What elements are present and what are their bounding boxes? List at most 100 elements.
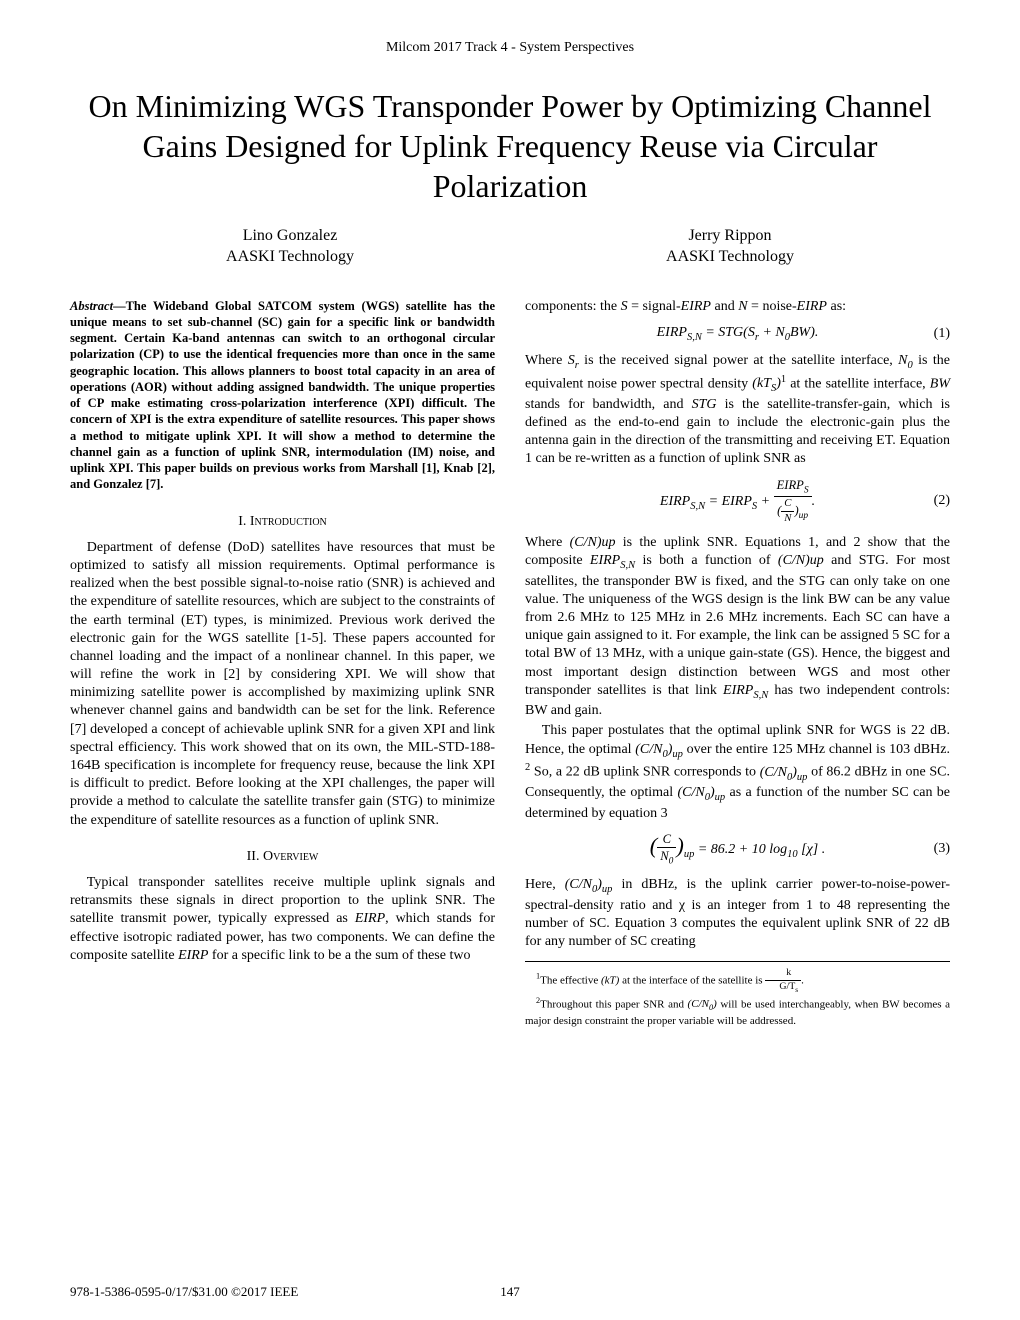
eq2-den-c: C (781, 497, 794, 512)
overview-p1: Typical transponder satellites receive m… (70, 874, 495, 965)
eq1-rhs-c: BW). (790, 325, 818, 340)
eq3-up: up (684, 849, 695, 860)
eq1-rhs-a: = STG(S (702, 325, 755, 340)
fn1-frac-num: k (765, 967, 801, 981)
var-eirp-3: EIRP (681, 299, 711, 314)
fn1-frac-s: s (795, 985, 798, 994)
eq1-sub: S,N (687, 332, 702, 343)
col2-p3: Where (C/N)up is the uplink SNR. Equatio… (525, 534, 950, 720)
var-cn0-1a: (C/N (635, 742, 662, 757)
var-cn-2: (C/N)up (778, 553, 824, 568)
right-column: components: the S = signal-EIRP and N = … (525, 298, 950, 1030)
var-eirp-6: EIRP (723, 683, 753, 698)
col2-p2-a: Where (525, 353, 568, 368)
fn1-frac-den: G/T (779, 981, 795, 992)
author-1-affil: AASKI Technology (226, 247, 354, 268)
eq1-lhs: EIRP (657, 325, 687, 340)
col2-p4: This paper postulates that the optimal u… (525, 722, 950, 822)
paper-title: On Minimizing WGS Transponder Power by O… (70, 86, 950, 206)
fn2-n0: 0 (709, 1004, 713, 1013)
col2-p1-c: and (711, 299, 738, 314)
abstract-text: —The Wideband Global SATCOM system (WGS)… (70, 299, 495, 492)
col2-p1-e: as: (827, 299, 846, 314)
var-eirp-4: EIRP (797, 299, 827, 314)
section-2-heading: II. Overview (70, 848, 495, 866)
col2-p1-a: components: the (525, 299, 621, 314)
equation-2: EIRPS,N = EIRPS + EIRPS(CN)up. (2) (525, 477, 950, 527)
fn1-a: The effective (540, 974, 601, 986)
var-cn0-3d: up (715, 792, 726, 803)
var-cn-1: (C/N)up (570, 535, 616, 550)
conference-header: Milcom 2017 Track 4 - System Perspective… (70, 40, 950, 56)
col2-p4-c: So, a 22 dB uplink SNR corresponds to (530, 765, 759, 780)
eq2-r1: EIRP (722, 494, 752, 509)
var-cn0-2d: up (797, 772, 808, 783)
col2-p1-b: = signal- (628, 299, 681, 314)
col2-p2-b: is the received signal power at the sate… (579, 353, 898, 368)
fn1-b: at the interface of the satellite is (619, 974, 765, 986)
footnotes: 1The effective (kT) at the interface of … (525, 961, 950, 1028)
footnote-1: 1The effective (kT) at the interface of … (525, 967, 950, 994)
abstract-label: Abstract (70, 299, 113, 313)
eq2-l: EIRP (660, 494, 690, 509)
section-2-title: Overview (263, 849, 318, 864)
var-cn0-2a: (C/N (760, 765, 787, 780)
eq3-10: 10 (787, 849, 798, 860)
var-n0: N (898, 353, 907, 368)
equation-3: (CN0)up = 86.2 + 10 log10 [χ] . (3) (525, 831, 950, 868)
eq3-c: C (657, 831, 676, 848)
col2-p1: components: the S = signal-EIRP and N = … (525, 298, 950, 316)
section-1-heading: I. Introduction (70, 513, 495, 531)
eq1-num: (1) (934, 325, 950, 343)
eq2-num: EIRP (777, 478, 804, 492)
author-1-name: Lino Gonzalez (226, 226, 354, 247)
eq1-body: EIRPS,N = STG(Sr + N0BW). (657, 324, 819, 344)
fn2-c: C (691, 998, 698, 1010)
col2-p3-d: and STG. For most satellites, the transp… (525, 553, 950, 698)
page-footer: 978-1-5386-0595-0/17/$31.00 ©2017 IEEE 1… (70, 1284, 950, 1300)
eq2-body: EIRPS,N = EIRPS + EIRPS(CN)up. (660, 477, 815, 527)
var-s: S (621, 299, 628, 314)
eq2-lsub: S,N (690, 500, 705, 511)
col2-p4-b: over the entire 125 MHz channel is 103 d… (683, 742, 950, 757)
eq3-end: [χ] . (798, 842, 826, 857)
fn1-kt: (kT) (601, 974, 619, 986)
two-column-body: Abstract—The Wideband Global SATCOM syst… (70, 298, 950, 1030)
eq2-num-label: (2) (934, 492, 950, 510)
section-1-num: I. (238, 514, 246, 529)
var-eirp-5-sub: S,N (620, 560, 635, 571)
eq2-den-n: N (781, 512, 794, 526)
eq2-dot: . (812, 494, 816, 509)
author-1: Lino Gonzalez AASKI Technology (226, 226, 354, 268)
col2-p5-a: Here, (525, 877, 565, 892)
col2-p5: Here, (C/N0)up in dBHz, is the uplink ca… (525, 876, 950, 951)
footer-copyright: 978-1-5386-0595-0/17/$31.00 ©2017 IEEE (70, 1284, 298, 1300)
footer-page-number: 147 (500, 1284, 520, 1300)
fn2-a: Throughout this paper SNR and (540, 998, 687, 1010)
authors-block: Lino Gonzalez AASKI Technology Jerry Rip… (70, 226, 950, 268)
var-eirp-6-sub: S,N (753, 690, 768, 701)
col2-p2-d: at the satellite interface, (786, 376, 930, 391)
abstract: Abstract—The Wideband Global SATCOM syst… (70, 298, 495, 493)
eq1-rhs-b: + N (759, 325, 785, 340)
equation-1: EIRPS,N = STG(Sr + N0BW). (1) (525, 324, 950, 344)
eq2-eq: = (705, 494, 721, 509)
var-kts-a: (kT (752, 376, 771, 391)
author-2-name: Jerry Rippon (666, 226, 794, 247)
col2-p2: Where Sr is the received signal power at… (525, 352, 950, 468)
fn2-n: N (702, 998, 709, 1010)
eq2-plus: + (757, 494, 773, 509)
var-cn0-1d: up (672, 748, 683, 759)
var-eirp-2: EIRP (178, 948, 208, 963)
eq3-num: (3) (934, 840, 950, 858)
var-cn0-4d: up (602, 884, 613, 895)
eq2-frac: EIRPS(CN)up (774, 477, 812, 527)
var-bw: BW (930, 376, 950, 391)
intro-p1: Department of defense (DoD) satellites h… (70, 539, 495, 830)
var-n: N (738, 299, 747, 314)
var-cn0-4a: (C/N (565, 877, 592, 892)
eq3-n: N (660, 849, 668, 863)
author-2-affil: AASKI Technology (666, 247, 794, 268)
eq3-mid: = 86.2 + 10 log (694, 842, 787, 857)
var-stg: STG (692, 397, 717, 412)
